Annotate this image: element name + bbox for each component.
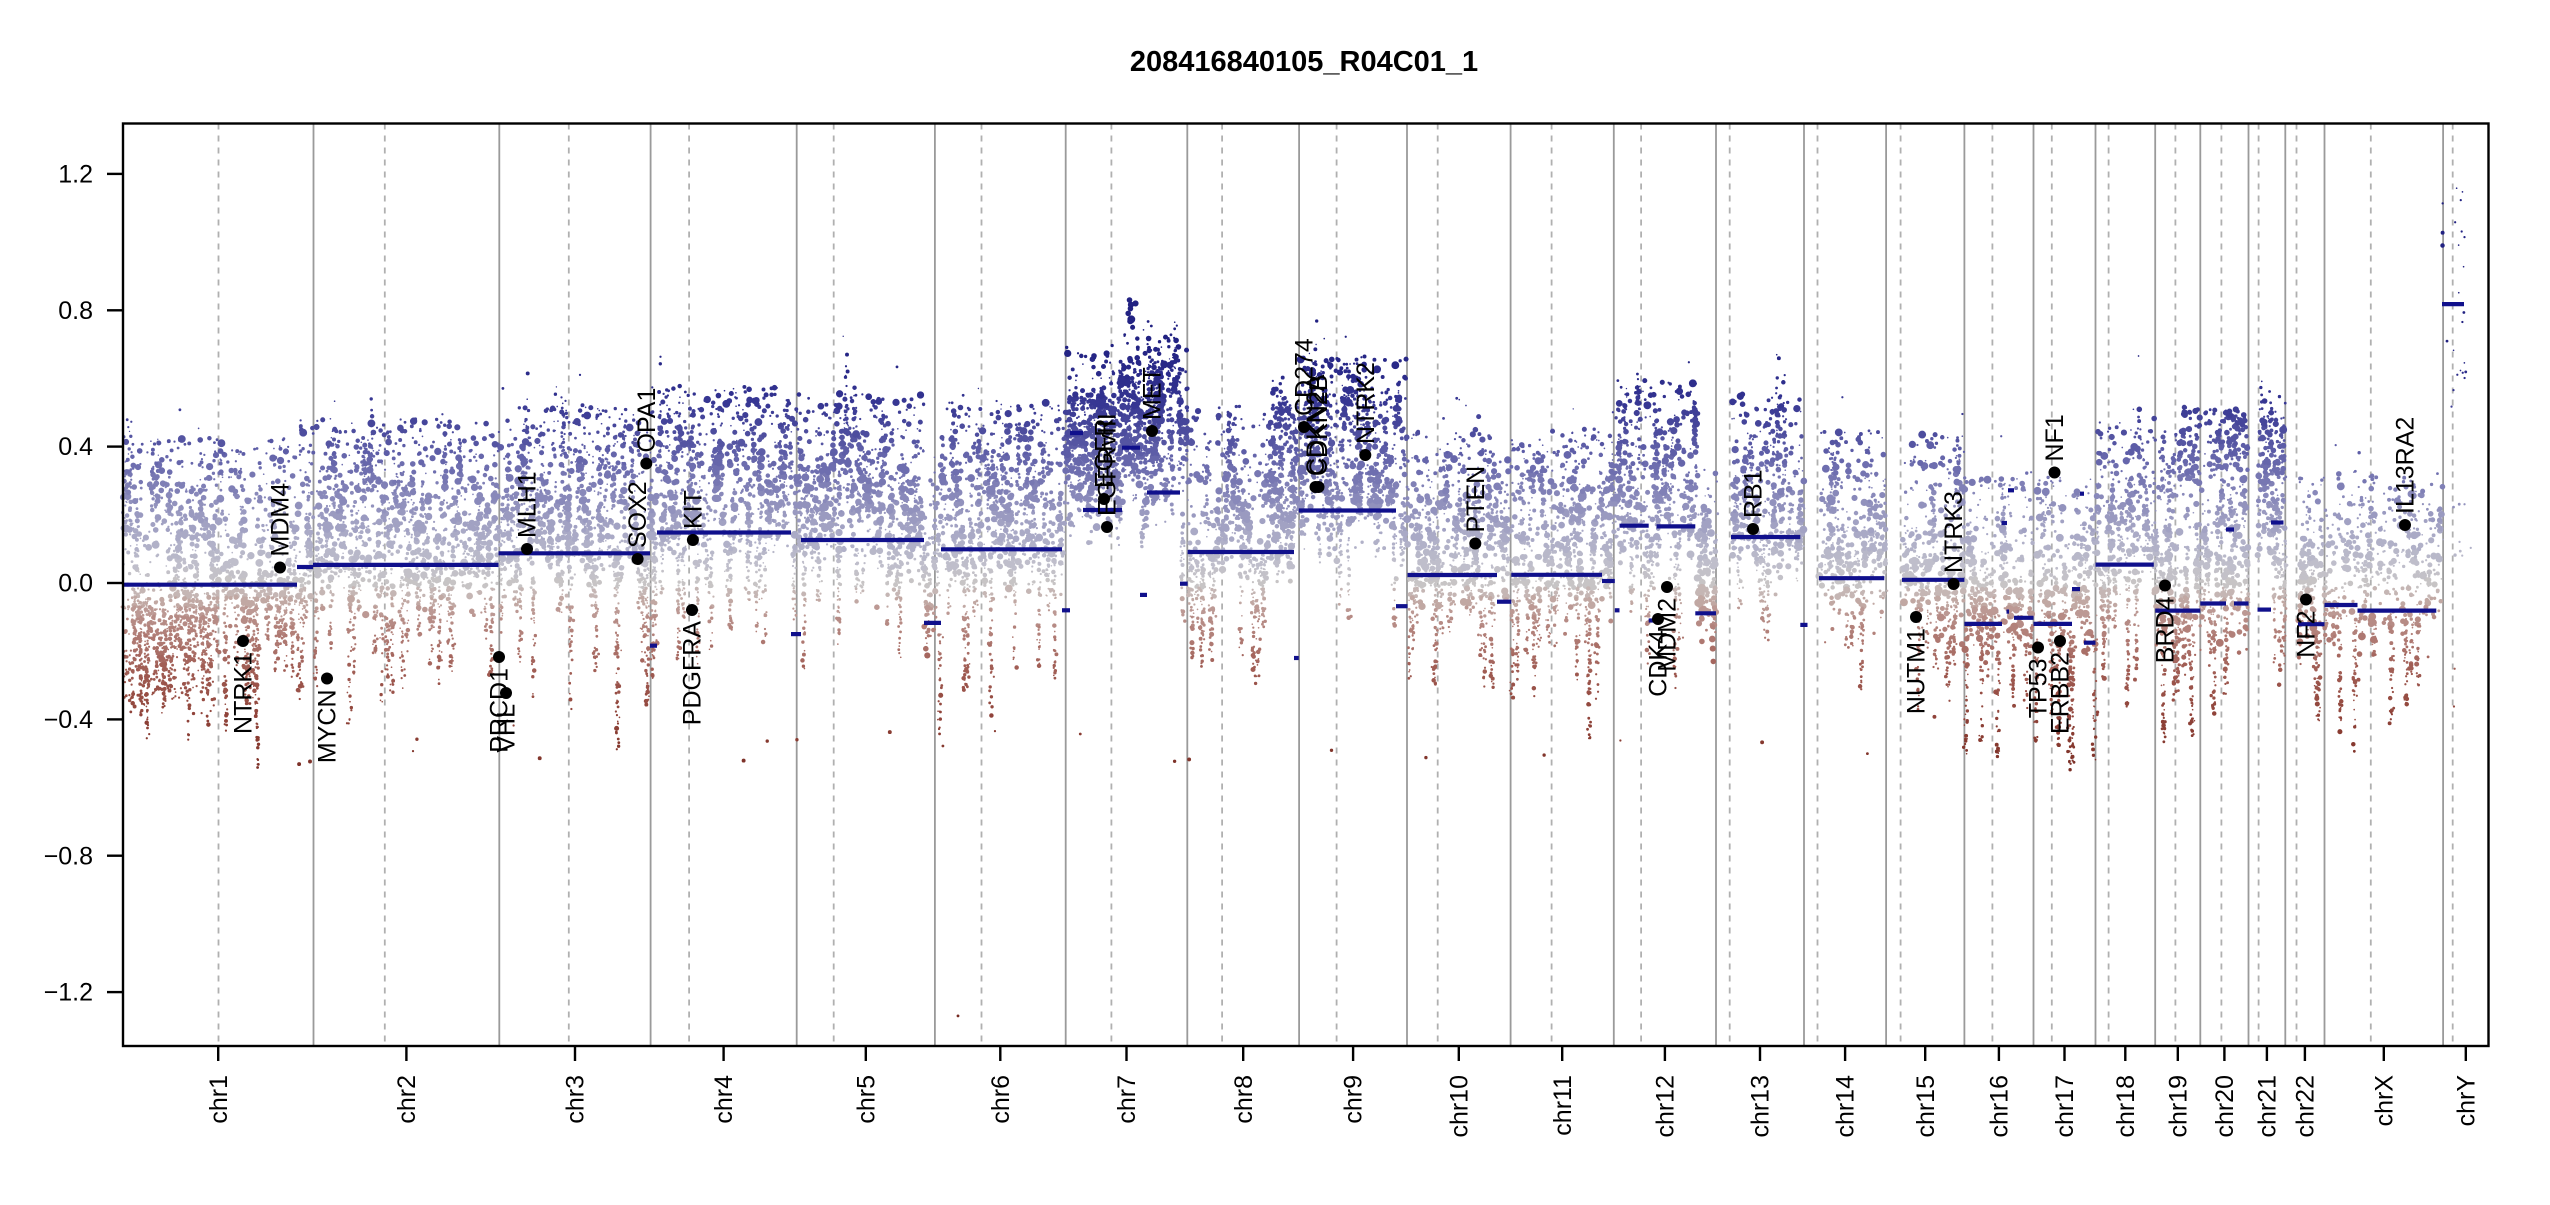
svg-text:chr5: chr5: [852, 1075, 880, 1124]
svg-text:MYCN: MYCN: [314, 690, 342, 764]
svg-text:chr18: chr18: [2112, 1075, 2140, 1138]
svg-text:IL13RA2: IL13RA2: [2392, 417, 2420, 514]
svg-text:chr12: chr12: [1652, 1075, 1680, 1138]
svg-text:NF2: NF2: [2293, 611, 2321, 658]
svg-text:KIT: KIT: [680, 490, 708, 529]
svg-text:chr19: chr19: [2164, 1075, 2192, 1138]
svg-text:EGFR: EGFR: [1091, 419, 1119, 488]
svg-text:CDK4: CDK4: [1645, 630, 1673, 697]
svg-text:1.2: 1.2: [58, 161, 93, 189]
svg-text:ERBB2: ERBB2: [2047, 652, 2075, 734]
svg-text:chr11: chr11: [1549, 1075, 1577, 1136]
svg-text:chr6: chr6: [987, 1075, 1015, 1124]
svg-text:chr8: chr8: [1230, 1075, 1258, 1124]
svg-text:NUTM1: NUTM1: [1903, 628, 1931, 714]
svg-text:208416840105_R04C01_1: 208416840105_R04C01_1: [1130, 46, 1478, 78]
svg-text:EGFRvIII: EGFRvIII: [1094, 413, 1122, 516]
svg-text:chr4: chr4: [710, 1075, 738, 1124]
svg-text:−0.4: −0.4: [44, 706, 93, 734]
svg-text:chr7: chr7: [1113, 1075, 1141, 1124]
svg-text:chr10: chr10: [1445, 1075, 1473, 1138]
svg-text:CDKN2B: CDKN2B: [1305, 375, 1333, 476]
svg-text:chr3: chr3: [562, 1075, 590, 1124]
svg-text:0.0: 0.0: [58, 570, 93, 598]
svg-text:OPA1: OPA1: [633, 388, 661, 453]
svg-text:chr14: chr14: [1832, 1075, 1860, 1138]
svg-text:chr21: chr21: [2254, 1075, 2282, 1138]
svg-text:CDKN2A: CDKN2A: [1302, 374, 1330, 476]
svg-text:chr17: chr17: [2051, 1075, 2079, 1138]
svg-text:MLH1: MLH1: [514, 471, 542, 538]
svg-text:TP53: TP53: [2025, 659, 2053, 719]
svg-text:chr9: chr9: [1340, 1075, 1368, 1124]
svg-text:NF1: NF1: [2041, 414, 2069, 461]
svg-text:chr22: chr22: [2292, 1075, 2320, 1138]
svg-text:PDGFRA: PDGFRA: [679, 621, 707, 726]
svg-text:0.8: 0.8: [58, 297, 93, 325]
svg-text:chrY: chrY: [2452, 1075, 2480, 1127]
svg-text:−1.2: −1.2: [44, 979, 93, 1007]
svg-text:MDM2: MDM2: [1654, 598, 1682, 672]
svg-text:VHL: VHL: [493, 704, 521, 753]
svg-text:chr2: chr2: [393, 1075, 421, 1124]
svg-text:SOX2: SOX2: [624, 481, 652, 548]
svg-text:RB1: RB1: [1740, 469, 1768, 518]
svg-text:PRCD1: PRCD1: [486, 668, 514, 753]
svg-text:NTRK3: NTRK3: [1940, 491, 1968, 573]
svg-text:chr15: chr15: [1912, 1075, 1940, 1138]
svg-text:CD274: CD274: [1291, 338, 1319, 416]
svg-text:NTRK2: NTRK2: [1352, 362, 1380, 444]
svg-text:chr16: chr16: [1986, 1075, 2014, 1138]
svg-text:−0.8: −0.8: [44, 842, 93, 870]
svg-text:chr1: chr1: [205, 1075, 233, 1124]
svg-text:chrX: chrX: [2370, 1075, 2398, 1127]
svg-text:PTEN: PTEN: [1462, 466, 1490, 533]
svg-text:MET: MET: [1139, 367, 1167, 420]
svg-text:0.4: 0.4: [58, 433, 93, 461]
svg-text:chr20: chr20: [2211, 1075, 2239, 1138]
svg-text:BRD4: BRD4: [2152, 596, 2180, 663]
svg-text:MDM4: MDM4: [267, 483, 295, 557]
svg-text:chr13: chr13: [1747, 1075, 1775, 1138]
svg-text:NTRK1: NTRK1: [230, 652, 258, 734]
